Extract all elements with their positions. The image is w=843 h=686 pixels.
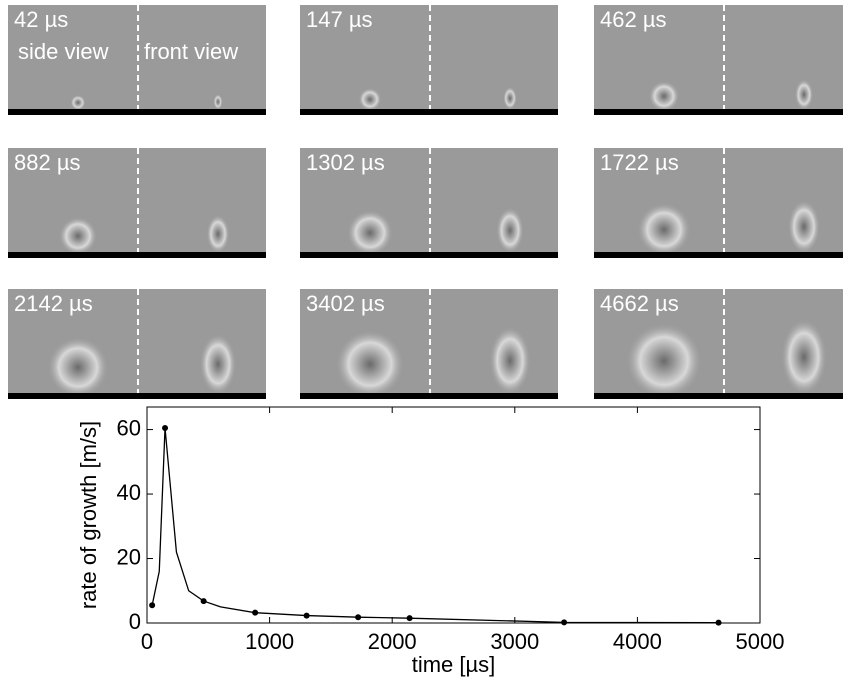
image-panel: 147 µs	[300, 5, 558, 115]
image-panel: 2142 µs	[8, 289, 266, 400]
bubble-front	[488, 324, 532, 397]
image-panel: 882 µs	[8, 148, 266, 258]
y-tick-label: 40	[117, 480, 141, 505]
image-panel: 42 µs side view front view	[8, 5, 266, 115]
panel-label: 4662 µs	[600, 291, 679, 316]
bubble-side	[358, 87, 382, 112]
x-tick-label: 2000	[368, 629, 417, 654]
bubble-front	[502, 86, 518, 111]
bubble-side	[346, 208, 394, 257]
image-panel: 1302 µs	[300, 148, 558, 258]
bubble-front	[198, 332, 238, 397]
bubble-front	[495, 206, 525, 255]
data-point	[355, 614, 362, 621]
ground	[594, 393, 843, 399]
y-tick-label: 60	[117, 415, 141, 440]
bubble-side	[636, 201, 692, 258]
data-point	[715, 619, 722, 626]
bubble-side	[58, 216, 98, 256]
bubble-side	[70, 94, 86, 111]
data-point	[252, 609, 259, 616]
data-point	[200, 598, 207, 605]
plot-frame	[146, 406, 761, 624]
bubble-front	[794, 78, 814, 111]
ground	[300, 252, 558, 258]
bubble-front	[206, 214, 230, 254]
panel-label: 462 µs	[600, 7, 667, 32]
bubble-front	[787, 198, 821, 255]
data-point	[561, 619, 568, 626]
ground	[8, 393, 266, 399]
panel-label: 147 µs	[306, 7, 373, 32]
ground	[300, 393, 558, 399]
x-tick-label: 5000	[736, 629, 785, 654]
ground	[8, 109, 266, 115]
data-point	[303, 612, 310, 619]
bubble-side	[624, 321, 704, 401]
bubble-side	[334, 328, 406, 401]
panels: 42 µs side view front view 147 µs 462 µs 882 …	[8, 5, 843, 401]
image-panel: 462 µs	[594, 5, 843, 115]
panel-label: 42 µs	[14, 7, 68, 32]
bubble-front	[213, 93, 223, 110]
x-tick-label: 1000	[245, 629, 294, 654]
x-tick-label: 3000	[490, 629, 539, 654]
image-panel: 4662 µs	[594, 289, 843, 401]
x-axis-label: time [µs]	[412, 652, 496, 677]
ground	[594, 109, 843, 115]
y-axis-label: rate of growth [m/s]	[76, 421, 101, 609]
x-tick-label: 0	[141, 629, 153, 654]
data-point	[149, 602, 156, 609]
bubble-side	[648, 80, 680, 113]
image-panel: 3402 µs	[300, 289, 558, 401]
bubble-front	[780, 317, 828, 397]
chart: 0 1000 2000 3000 4000 5000 0 20 40 60 time [µs] rat…	[76, 406, 785, 677]
ground	[594, 252, 843, 258]
y-tick-label: 20	[117, 544, 141, 569]
ground	[300, 109, 558, 115]
side-label: side view	[18, 39, 109, 64]
panel-label: 3402 µs	[306, 291, 385, 316]
y-tick-label: 0	[129, 609, 141, 634]
image-panel: 1722 µs	[594, 148, 843, 258]
x-tick-label: 4000	[613, 629, 662, 654]
bubble-side	[46, 335, 110, 400]
panel-label: 1302 µs	[306, 150, 385, 175]
panel-label: 1722 µs	[600, 150, 679, 175]
data-line	[151, 427, 719, 624]
front-label: front view	[144, 39, 238, 64]
panel-label: 2142 µs	[14, 291, 93, 316]
panel-label: 882 µs	[14, 150, 81, 175]
ground	[8, 252, 266, 258]
data-point	[406, 615, 413, 622]
data-point	[162, 424, 169, 431]
